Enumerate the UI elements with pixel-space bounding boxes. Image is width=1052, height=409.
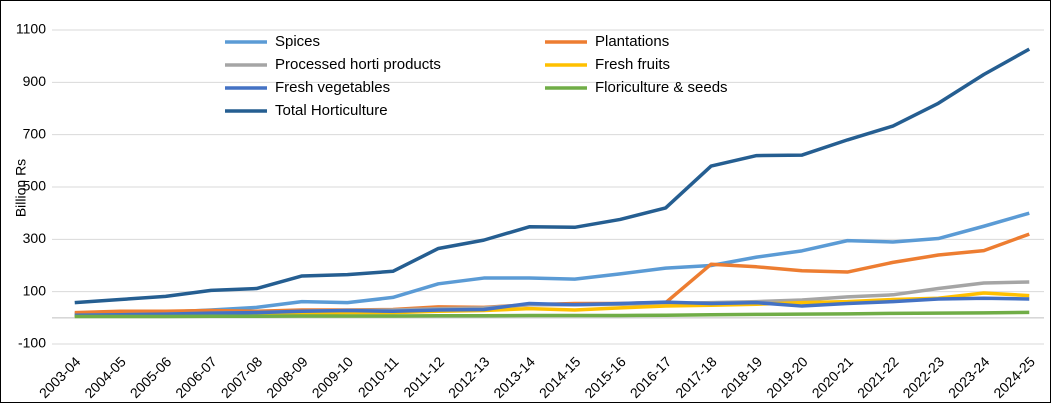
legend-label: Fresh fruits: [595, 56, 670, 73]
y-tick-label: 500: [23, 178, 47, 194]
legend-label: Spices: [275, 33, 320, 50]
y-tick-label: 900: [23, 73, 47, 89]
series-line: [74, 211, 1030, 316]
legend-label: Plantations: [595, 33, 669, 50]
series-line: [74, 47, 1031, 305]
series-line: [74, 310, 1030, 319]
legend-label: Fresh vegetables: [275, 79, 390, 96]
series-line: [74, 296, 1030, 317]
legend-label: Processed horti products: [275, 56, 441, 73]
y-tick-label: 1100: [16, 21, 46, 37]
legend-label: Total Horticulture: [275, 102, 388, 119]
y-tick-label: 700: [23, 125, 47, 141]
y-tick-label: 300: [23, 230, 47, 246]
legend-label: Floriculture & seeds: [595, 79, 728, 96]
y-tick-label: -100: [18, 335, 46, 351]
y-tick-label: 100: [23, 282, 47, 298]
y-axis-label: Billion Rs: [13, 159, 29, 217]
